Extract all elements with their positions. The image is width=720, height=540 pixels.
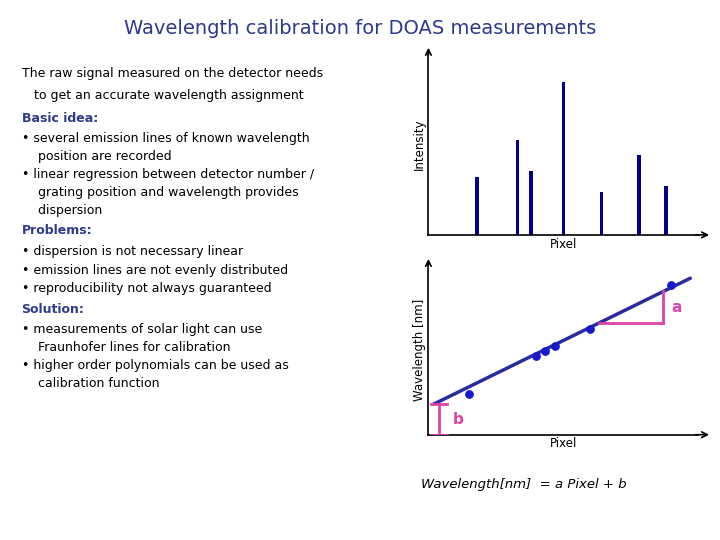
Text: Basic idea:: Basic idea: [22,112,98,125]
Point [539,347,550,356]
Bar [529,171,533,235]
Text: grating position and wavelength provides: grating position and wavelength provides [30,186,299,199]
Text: a: a [671,300,682,315]
Point [549,342,561,350]
Point [665,281,677,289]
Text: • reproducibility not always guaranteed: • reproducibility not always guaranteed [22,282,271,295]
Y-axis label: Intensity: Intensity [413,119,426,170]
Text: calibration function: calibration function [30,377,160,390]
Bar [516,140,519,235]
Text: • several emission lines of known wavelength: • several emission lines of known wavele… [22,132,309,145]
Bar [665,186,667,235]
X-axis label: Pixel: Pixel [549,437,577,450]
Bar [637,155,641,235]
Text: Solution:: Solution: [22,303,84,316]
Text: Wavelength[nm]  = a Pixel + b: Wavelength[nm] = a Pixel + b [421,478,627,491]
Point [531,352,542,361]
Text: position are recorded: position are recorded [30,150,172,163]
Point [463,389,474,398]
Text: • linear regression between detector number /: • linear regression between detector num… [22,168,314,181]
Text: to get an accurate wavelength assignment: to get an accurate wavelength assignment [22,89,303,102]
Text: dispersion: dispersion [30,204,102,217]
Text: b: b [453,412,464,427]
Text: • dispersion is not necessary linear: • dispersion is not necessary linear [22,245,243,258]
Text: Introduction to Measurement Techniques in Environmental Physics, A. Richter, Sum: Introduction to Measurement Techniques i… [14,522,461,530]
Text: • measurements of solar light can use: • measurements of solar light can use [22,323,262,336]
Text: Wavelength calibration for DOAS measurements: Wavelength calibration for DOAS measurem… [124,19,596,38]
Bar [475,177,479,235]
Text: 20: 20 [691,521,706,531]
Point [585,325,596,334]
Text: Problems:: Problems: [22,224,92,237]
Text: Fraunhofer lines for calibration: Fraunhofer lines for calibration [30,341,230,354]
Y-axis label: Wavelength [nm]: Wavelength [nm] [413,299,426,401]
Text: The raw signal measured on the detector needs: The raw signal measured on the detector … [22,68,323,80]
X-axis label: Pixel: Pixel [549,238,577,251]
Text: • emission lines are not evenly distributed: • emission lines are not evenly distribu… [22,264,288,276]
Bar [562,82,565,235]
Text: • higher order polynomials can be used as: • higher order polynomials can be used a… [22,359,288,372]
Bar [600,192,603,235]
